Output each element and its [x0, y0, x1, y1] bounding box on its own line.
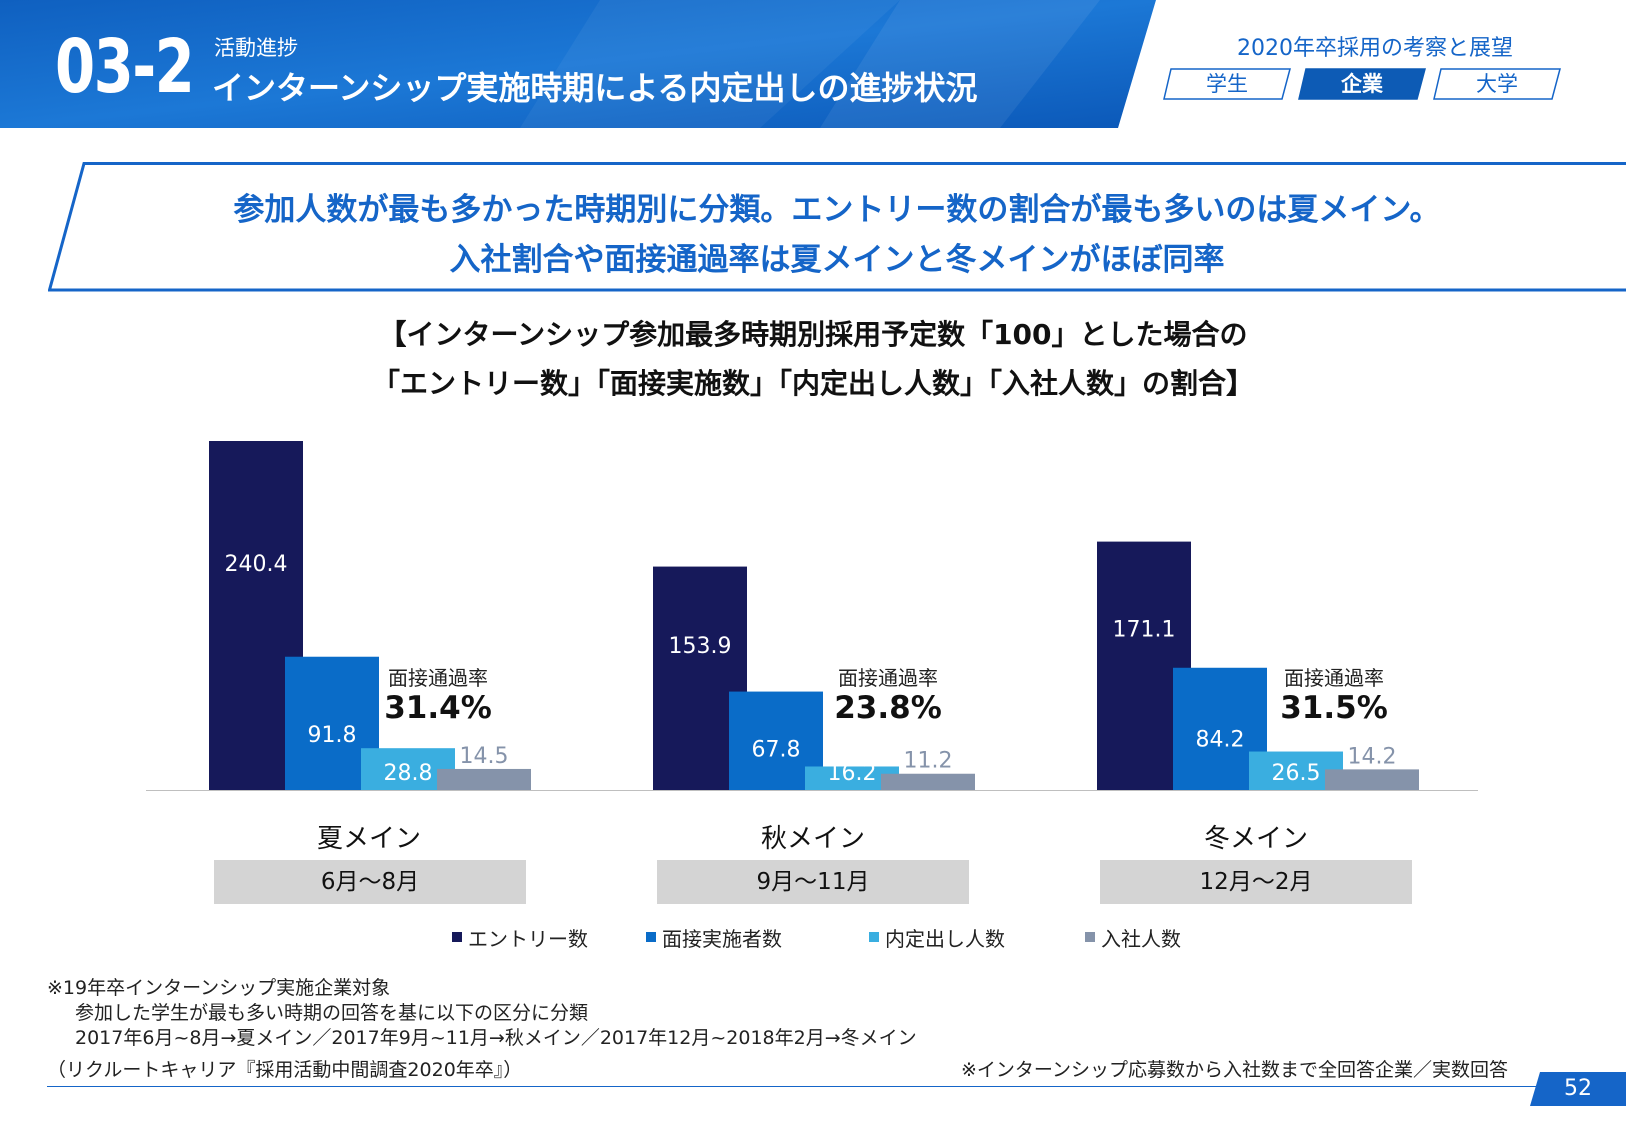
- tab-company[interactable]: 企業: [1298, 68, 1426, 100]
- section-category: 活動進捗: [214, 36, 298, 60]
- legend-swatch-entry: [452, 932, 462, 942]
- data-label-summer-offer: 28.8: [384, 761, 433, 786]
- summary-line-2: 入社割合や面接通過率は夏メインと冬メインがほぼ同率: [449, 242, 1225, 278]
- category-label-winter: 冬メイン: [1203, 824, 1308, 854]
- tab-student-label: 学生: [1206, 72, 1248, 96]
- header-background: [0, 0, 1156, 128]
- period-box-autumn: 9月～11月: [657, 860, 969, 904]
- data-label-autumn-offer: 16.2: [828, 761, 877, 786]
- data-label-autumn-joined: 11.2: [904, 749, 953, 774]
- pass-rate-value-summer: 31.4%: [384, 690, 492, 726]
- tab-student[interactable]: 学生: [1163, 68, 1291, 100]
- category-label-autumn: 秋メイン: [760, 824, 865, 854]
- legend-item-entry: エントリー数: [452, 924, 588, 951]
- footnote-3: 2017年6月~8月→夏メイン／2017年9月~11月→秋メイン／2017年12…: [75, 1027, 917, 1049]
- tab-company-label: 企業: [1341, 72, 1383, 96]
- category-label-summer: 夏メイン: [316, 824, 421, 854]
- pass-rate-value-autumn: 23.8%: [834, 690, 942, 726]
- legend-label-entry: エントリー数: [468, 926, 588, 951]
- bar-summer-joined: [437, 768, 531, 790]
- source-citation: （リクルートキャリア『採用活動中間調査2020年卒』）: [47, 1059, 523, 1081]
- legend-swatch-interview: [646, 932, 656, 942]
- legend-item-interview: 面接実施者数: [646, 924, 782, 951]
- section-number: 03-2: [55, 24, 195, 110]
- summary-line-1: 参加人数が最も多かった時期別に分類。エントリー数の割合が最も多いのは夏メイン。: [233, 192, 1441, 228]
- page-number-box: 52: [1530, 1072, 1626, 1106]
- chart-title-line-1: 【インターンシップ参加最多時期別採用予定数「100」とした場合の: [378, 318, 1248, 351]
- bar-autumn-offer: [805, 766, 899, 790]
- pass-rate-label-autumn: 面接通過率: [838, 666, 938, 690]
- report-title: 2020年卒採用の考察と展望: [1237, 36, 1513, 61]
- legend-swatch-joined: [1085, 932, 1095, 942]
- bar-autumn-joined: [881, 773, 975, 790]
- data-label-summer-interview: 91.8: [308, 723, 357, 748]
- data-label-winter-interview: 84.2: [1196, 728, 1245, 753]
- footnote-1: ※19年卒インターンシップ実施企業対象: [47, 977, 391, 999]
- legend-item-offer: 内定出し人数: [869, 924, 1005, 951]
- period-box-summer: 6月～8月: [214, 860, 526, 904]
- summary-banner-frame: [48, 162, 1626, 292]
- legend-item-joined: 入社人数: [1085, 924, 1181, 951]
- period-box-winter: 12月～2月: [1100, 860, 1412, 904]
- legend-label-joined: 入社人数: [1101, 926, 1181, 951]
- data-label-autumn-entry: 153.9: [669, 634, 732, 659]
- data-label-winter-joined: 14.2: [1348, 744, 1397, 769]
- tab-university-label: 大学: [1476, 72, 1518, 96]
- page-title: インターンシップ実施時期による内定出しの進捗状況: [212, 69, 978, 107]
- data-label-winter-entry: 171.1: [1113, 618, 1176, 643]
- legend-label-offer: 内定出し人数: [885, 926, 1005, 951]
- legend-swatch-offer: [869, 932, 879, 942]
- data-label-summer-joined: 14.5: [460, 744, 509, 769]
- data-label-summer-entry: 240.4: [225, 552, 288, 577]
- tab-university[interactable]: 大学: [1433, 68, 1561, 100]
- footnote-2: 参加した学生が最も多い時期の回答を基に以下の区分に分類: [75, 1002, 589, 1024]
- pass-rate-label-winter: 面接通過率: [1284, 666, 1384, 690]
- page-number: 52: [1564, 1076, 1592, 1101]
- data-label-winter-offer: 26.5: [1272, 761, 1321, 786]
- footer-divider: [47, 1086, 1626, 1087]
- legend-label-interview: 面接実施者数: [662, 926, 782, 951]
- chart-title-line-2: 「エントリー数」「面接実施数」「内定出し人数」「入社人数」の割合】: [371, 367, 1254, 400]
- footnotes: ※19年卒インターンシップ実施企業対象 参加した学生が最も多い時期の回答を基に以…: [47, 976, 917, 1051]
- pass-rate-value-winter: 31.5%: [1280, 690, 1388, 726]
- data-label-autumn-interview: 67.8: [752, 738, 801, 763]
- pass-rate-label-summer: 面接通過率: [388, 666, 488, 690]
- right-note: ※インターンシップ応募数から入社数まで全回答企業／実数回答: [961, 1059, 1508, 1081]
- bar-winter-joined: [1325, 769, 1419, 790]
